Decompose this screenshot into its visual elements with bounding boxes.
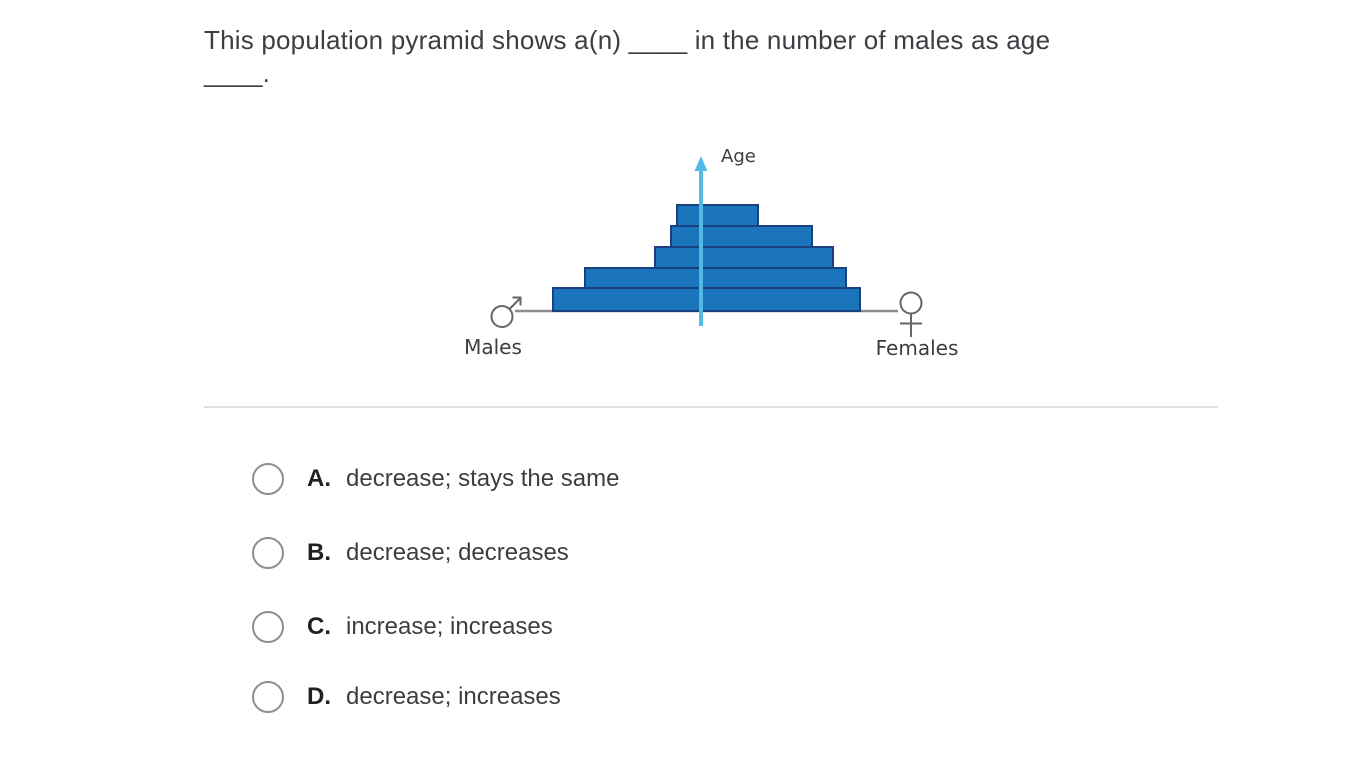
pyramid-bar xyxy=(676,204,759,227)
pyramid-bar xyxy=(670,225,813,248)
question-text: This population pyramid shows a(n) ____ … xyxy=(204,24,1184,90)
option-b-letter: B. xyxy=(307,539,331,566)
question-line-2: ____. xyxy=(204,58,271,88)
option-b-radio[interactable] xyxy=(252,537,284,569)
option-c-radio[interactable] xyxy=(252,611,284,643)
population-pyramid-figure: Age Males Females xyxy=(464,146,959,360)
question-line-1: This population pyramid shows a(n) ____ … xyxy=(204,25,1051,55)
option-b-text: decrease; decreases xyxy=(346,539,569,566)
age-axis-label: Age xyxy=(721,146,756,167)
males-label: Males xyxy=(464,335,522,359)
females-label: Females xyxy=(876,336,959,360)
pyramid-bar xyxy=(654,246,834,269)
option-a[interactable]: A. decrease; stays the same xyxy=(252,462,619,496)
option-d-text: decrease; increases xyxy=(346,683,561,710)
option-b[interactable]: B. decrease; decreases xyxy=(252,536,569,570)
option-d-radio[interactable] xyxy=(252,681,284,713)
female-symbol-icon xyxy=(899,291,923,337)
option-c-text: increase; increases xyxy=(346,613,553,640)
age-axis-arrowhead xyxy=(694,156,708,171)
pyramid-bars xyxy=(552,204,861,312)
age-axis-arrow xyxy=(694,156,708,326)
option-d-letter: D. xyxy=(307,683,331,710)
option-c[interactable]: C. increase; increases xyxy=(252,610,553,644)
pyramid-bar xyxy=(552,287,861,312)
male-symbol-icon xyxy=(490,296,522,328)
question-answer-divider xyxy=(204,406,1218,408)
option-a-text: decrease; stays the same xyxy=(346,465,620,492)
pyramid-bar xyxy=(584,267,847,289)
option-a-radio[interactable] xyxy=(252,463,284,495)
option-c-letter: C. xyxy=(307,613,331,640)
option-d[interactable]: D. decrease; increases xyxy=(252,680,561,714)
option-a-letter: A. xyxy=(307,465,331,492)
